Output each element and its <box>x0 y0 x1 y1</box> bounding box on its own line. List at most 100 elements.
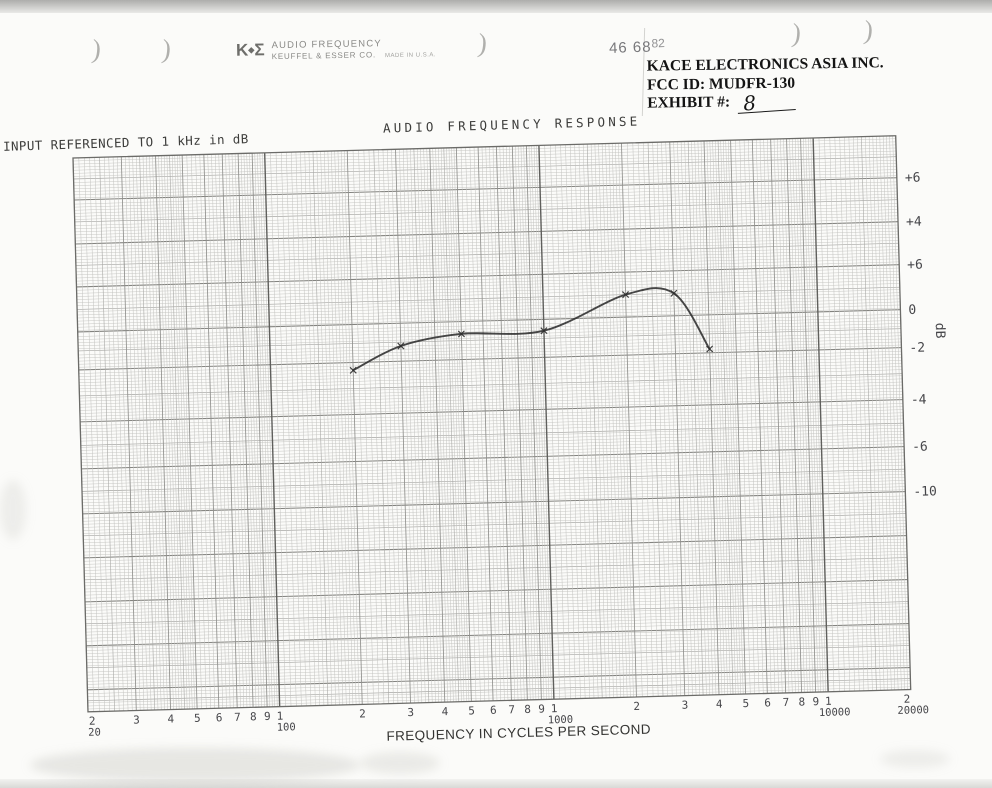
grid-fine-horizontal <box>87 658 910 682</box>
y-tick-label: -2 <box>909 341 925 356</box>
grid-fine-horizontal <box>84 560 908 584</box>
grid-fine-vertical <box>808 138 824 692</box>
grid-fine-horizontal <box>75 227 899 251</box>
grid-heavy-horizontal <box>84 579 908 603</box>
grid-fine-vertical <box>275 152 292 707</box>
grid-fine-vertical <box>132 156 148 711</box>
grid-fine-horizontal <box>83 541 907 565</box>
grid-fine-horizontal <box>84 575 908 599</box>
grid-fine-vertical <box>291 152 307 706</box>
grid-fine-vertical <box>304 151 320 706</box>
grid-fine-vertical <box>665 141 681 696</box>
grid-semi-vertical <box>139 156 155 711</box>
grid-fine-vertical <box>886 135 902 690</box>
grid-fine-vertical <box>515 146 531 700</box>
grid-fine-vertical <box>569 144 586 699</box>
grid-major-vertical <box>751 139 768 694</box>
grid-fine-horizontal <box>80 403 903 427</box>
grid-fine-horizontal <box>75 240 899 263</box>
x-tick-label: 1 <box>551 702 558 715</box>
grid-fine-vertical <box>829 137 846 692</box>
grid-major-vertical <box>221 153 238 708</box>
grid-fine-horizontal <box>84 554 908 577</box>
grid-fine-horizontal <box>83 526 907 550</box>
graph-paper: 2 20 3 4 5 6 7 8 9 1 100 2 3 4 5 6 7 8 9 1 1000 2 3 4 5 6 7 8 9 1 1000… <box>72 135 947 744</box>
grid-fine-vertical <box>158 155 174 710</box>
grid-fine-vertical <box>84 157 100 712</box>
grid-medium-horizontal <box>77 286 900 310</box>
grid-fine-vertical <box>755 139 772 694</box>
x-tick-label: 3 <box>682 699 689 712</box>
grid-fine-vertical <box>739 139 755 694</box>
grid-fine-horizontal <box>85 581 908 605</box>
grid-fine-vertical <box>416 148 433 703</box>
grid-fine-horizontal <box>82 471 905 494</box>
grid-fine-vertical <box>523 145 539 700</box>
grid-fine-vertical <box>722 140 739 695</box>
grid-fine-horizontal <box>85 615 909 639</box>
grid-fine-horizontal <box>78 326 901 350</box>
grid-fine-horizontal <box>83 532 907 556</box>
grid-fine-vertical <box>448 147 465 702</box>
grid-fine-vertical <box>691 141 707 696</box>
grid-fine-horizontal <box>86 637 910 661</box>
grid-fine-horizontal <box>83 517 907 540</box>
chart-title: AUDIO FREQUENCY RESPONSE <box>382 113 641 136</box>
scan-smudge <box>0 480 26 540</box>
grid-fine-vertical <box>637 142 654 697</box>
grid-fine-vertical <box>892 135 908 690</box>
grid-fine-horizontal <box>86 624 909 648</box>
grid-major-vertical <box>621 143 637 697</box>
grid-fine-horizontal <box>75 215 898 239</box>
grid-fine-vertical <box>872 136 889 691</box>
grid-fine-vertical <box>149 155 165 710</box>
grid-fine-horizontal <box>73 169 897 193</box>
grid-fine-horizontal <box>79 369 903 393</box>
grid-fine-horizontal <box>83 520 907 544</box>
x-tick-sublabel: 10000 <box>819 706 851 719</box>
grid-fine-horizontal <box>76 283 900 306</box>
grid-fine-vertical <box>673 141 689 696</box>
grid-semi-vertical <box>413 148 430 703</box>
grid-fine-horizontal <box>75 212 898 236</box>
fcc-exhibit-stamp: KACE ELECTRONICS ASIA INC. FCC ID: MUDFR… <box>647 54 885 115</box>
grid-fine-horizontal <box>76 255 899 279</box>
grid-fine-vertical <box>94 157 110 712</box>
grid-heavy-horizontal <box>83 535 907 559</box>
grid-fine-vertical <box>331 151 347 705</box>
grid-fine-vertical <box>499 146 516 701</box>
grid-heavy-horizontal <box>82 491 906 515</box>
grid-fine-horizontal <box>82 486 906 510</box>
grid-decade-vertical <box>812 137 829 692</box>
grid-fine-horizontal <box>81 464 905 488</box>
grid-fine-vertical <box>844 137 860 691</box>
grid-fine-horizontal <box>87 683 911 707</box>
grid-heavy-horizontal <box>87 667 911 691</box>
y-tick-label: -10 <box>913 484 937 500</box>
grid-fine-vertical <box>295 151 312 706</box>
x-tick-label: 2 <box>359 707 366 720</box>
grid-fine-horizontal <box>74 196 898 220</box>
grid-fine-horizontal <box>87 686 911 710</box>
grid-fine-vertical <box>889 135 905 690</box>
grid-fine-vertical <box>174 155 190 710</box>
grid-fine-horizontal <box>76 273 900 297</box>
grid-heavy-horizontal <box>74 177 897 201</box>
grid-semi-vertical <box>169 155 185 710</box>
grid-fine-horizontal <box>75 246 899 270</box>
grid-semi-vertical <box>312 151 329 706</box>
grid-major-vertical <box>181 155 198 709</box>
grid-fine-vertical <box>316 151 333 706</box>
grid-fine-vertical <box>642 142 659 697</box>
part-number-main: 46 68 <box>608 38 652 57</box>
grid-fine-horizontal <box>79 360 902 383</box>
grid-fine-horizontal <box>85 588 908 611</box>
grid-major-vertical <box>669 141 686 696</box>
x-tick-label: 7 <box>782 696 789 709</box>
grid-fine-vertical <box>555 144 571 699</box>
x-tick-label: 1 <box>276 710 283 723</box>
grid-fine-vertical <box>802 138 819 693</box>
grid-major-vertical <box>346 150 363 705</box>
grid-fine-horizontal <box>83 523 907 547</box>
